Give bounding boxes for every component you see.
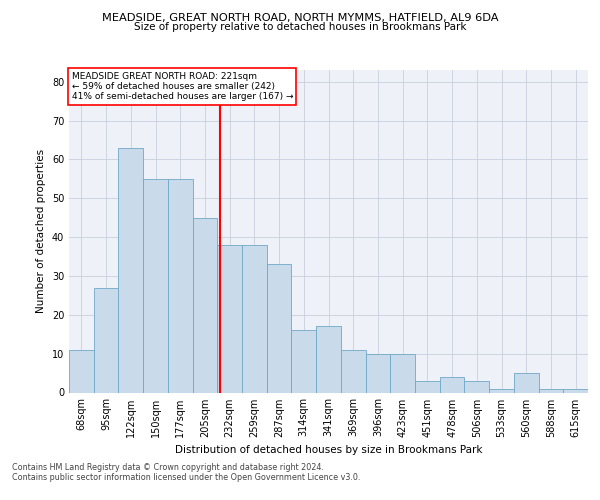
Bar <box>464 381 489 392</box>
Bar <box>415 381 440 392</box>
Bar <box>217 245 242 392</box>
Bar <box>267 264 292 392</box>
Text: MEADSIDE GREAT NORTH ROAD: 221sqm
← 59% of detached houses are smaller (242)
41%: MEADSIDE GREAT NORTH ROAD: 221sqm ← 59% … <box>71 72 293 102</box>
Bar <box>563 388 588 392</box>
Bar <box>118 148 143 392</box>
Bar <box>539 388 563 392</box>
Bar <box>316 326 341 392</box>
X-axis label: Distribution of detached houses by size in Brookmans Park: Distribution of detached houses by size … <box>175 445 482 455</box>
Bar <box>168 179 193 392</box>
Bar <box>242 245 267 392</box>
Bar <box>193 218 217 392</box>
Bar <box>390 354 415 393</box>
Bar <box>440 377 464 392</box>
Text: Contains HM Land Registry data © Crown copyright and database right 2024.: Contains HM Land Registry data © Crown c… <box>12 464 324 472</box>
Y-axis label: Number of detached properties: Number of detached properties <box>36 149 46 314</box>
Bar <box>489 388 514 392</box>
Bar <box>365 354 390 393</box>
Text: Contains public sector information licensed under the Open Government Licence v3: Contains public sector information licen… <box>12 474 361 482</box>
Bar <box>341 350 365 393</box>
Bar <box>292 330 316 392</box>
Text: Size of property relative to detached houses in Brookmans Park: Size of property relative to detached ho… <box>134 22 466 32</box>
Bar <box>514 373 539 392</box>
Bar <box>69 350 94 393</box>
Bar <box>143 179 168 392</box>
Bar <box>94 288 118 393</box>
Text: MEADSIDE, GREAT NORTH ROAD, NORTH MYMMS, HATFIELD, AL9 6DA: MEADSIDE, GREAT NORTH ROAD, NORTH MYMMS,… <box>102 12 498 22</box>
